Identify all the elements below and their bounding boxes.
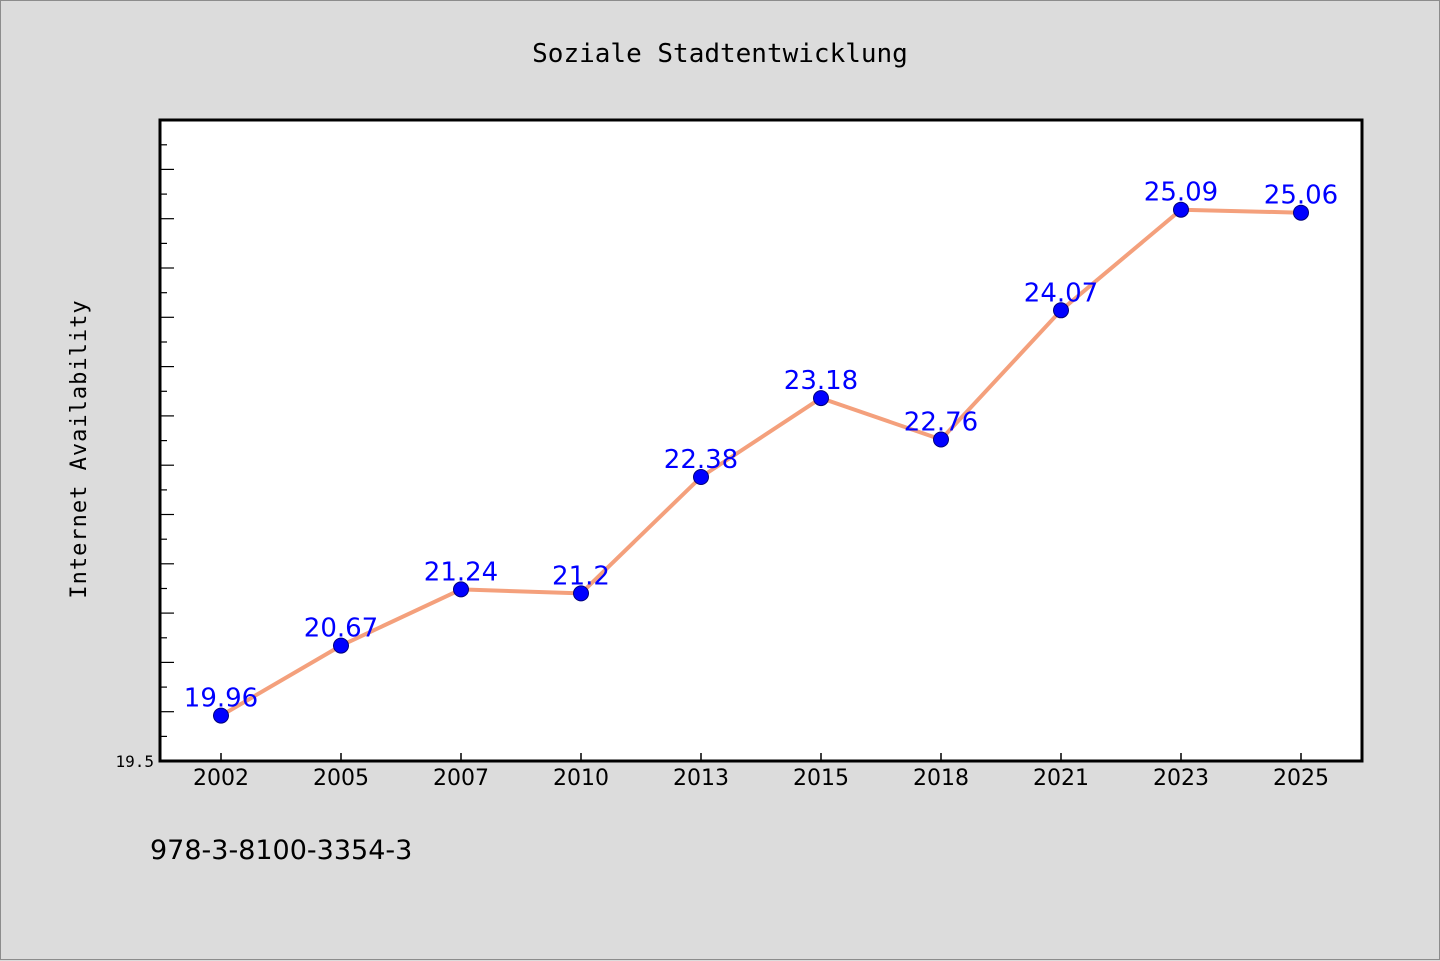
data-point-marker	[453, 581, 469, 598]
data-label: 25.06	[1264, 181, 1338, 211]
x-tick-label: 2018	[913, 766, 969, 791]
data-label: 24.07	[1024, 278, 1098, 308]
footer-code: 978-3-8100-3354-3	[150, 835, 413, 866]
data-point-marker	[333, 637, 349, 654]
data-label: 20.67	[304, 614, 378, 644]
series-markers	[213, 201, 1309, 724]
y-axis-label: Internet Availability	[67, 299, 92, 598]
chart-title: Soziale Stadtentwicklung	[532, 39, 908, 69]
data-point-marker	[813, 390, 829, 407]
x-tick-label: 2010	[553, 766, 609, 791]
data-label: 21.24	[424, 557, 498, 587]
data-point-marker	[1293, 204, 1309, 221]
y-axis-minor-ticks	[160, 144, 174, 762]
series-line	[219, 207, 1303, 718]
data-label: 21.2	[552, 561, 610, 591]
data-labels: 19.96 20.67 21.24 21.2 22.38 23.18 22.76 24.07 2…	[184, 178, 1338, 714]
x-tick-label: 2013	[673, 766, 729, 791]
x-tick-label: 2025	[1273, 766, 1329, 791]
x-tick-label: 2002	[193, 766, 249, 791]
y-tick-label: 19.5	[115, 752, 154, 771]
data-label: 19.96	[184, 684, 258, 714]
data-label: 23.18	[784, 366, 858, 396]
x-tick-label: 2015	[793, 766, 849, 791]
data-point-marker	[933, 431, 949, 448]
data-label: 22.38	[664, 445, 738, 475]
x-tick-label: 2005	[313, 766, 369, 791]
x-tick-label: 2023	[1153, 766, 1209, 791]
data-label: 25.09	[1144, 178, 1218, 208]
data-point-marker	[573, 585, 589, 602]
x-tick-label: 2021	[1033, 766, 1089, 791]
data-point-marker	[693, 469, 709, 485]
plot-border	[158, 118, 1364, 763]
data-point-marker	[213, 707, 229, 724]
data-point-marker	[1053, 302, 1069, 319]
x-axis-tick-labels: 2002 2005 2007 2010 2013 2015 2018 2021 2023 2025	[193, 766, 1329, 791]
x-tick-label: 2007	[433, 766, 489, 791]
data-label: 22.76	[904, 408, 978, 438]
data-point-marker	[1173, 201, 1189, 218]
